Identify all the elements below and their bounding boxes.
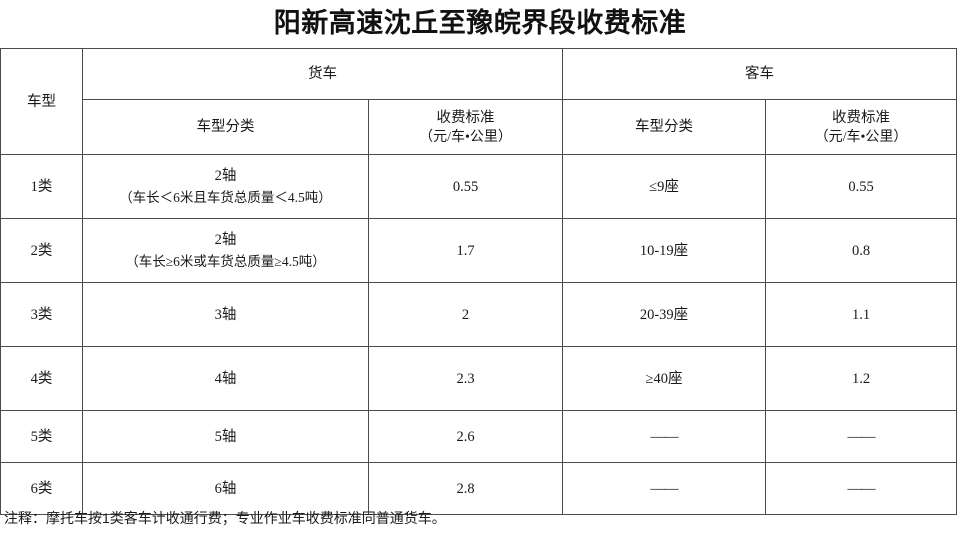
toll-rates-table: 车型 货车 客车 车型分类 收费标准 （元/车•公里） 车型分类 收费标准 （元… [0, 48, 957, 515]
footnote: 注释：摩托车按1类客车计收通行费；专业作业车收费标准同普通货车。 [4, 510, 446, 526]
cell-truck-class-text: 2轴 （车长＜6米且车货总质量＜4.5吨） [87, 166, 364, 208]
header-vehicle-type: 车型 [0, 48, 83, 155]
header-group-bus: 客车 [562, 48, 957, 100]
cell-bus-class: 20-39座 [562, 282, 766, 347]
cell-vehicle-type: 3类 [0, 282, 83, 347]
page-title: 阳新高速沈丘至豫皖界段收费标准 [273, 8, 687, 38]
cell-truck-rate: 2.3 [368, 346, 563, 411]
table-body: 1类 2轴 （车长＜6米且车货总质量＜4.5吨） 0.55 ≤9座 0.55 2… [0, 154, 957, 515]
table-row: 4类 4轴 2.3 ≥40座 1.2 [0, 346, 957, 411]
table-row: 6类 6轴 2.8 —— —— [0, 462, 957, 515]
cell-bus-class: ≥40座 [562, 346, 766, 411]
cell-bus-rate: 1.1 [765, 282, 957, 347]
table-row: 2类 2轴 （车长≥6米或车货总质量≥4.5吨） 1.7 10-19座 0.8 [0, 218, 957, 283]
cell-truck-class-line2: （车长≥6米或车货总质量≥4.5吨） [125, 253, 326, 269]
header-group-truck: 货车 [82, 48, 563, 100]
header-truck-rate: 收费标准 （元/车•公里） [368, 99, 563, 155]
cell-truck-rate: 0.55 [368, 154, 563, 219]
cell-vehicle-type: 4类 [0, 346, 83, 411]
cell-bus-rate: —— [765, 462, 957, 515]
cell-vehicle-type: 1类 [0, 154, 83, 219]
cell-truck-rate: 1.7 [368, 218, 563, 283]
cell-truck-class: 3轴 [82, 282, 369, 347]
cell-truck-class: 2轴 （车长≥6米或车货总质量≥4.5吨） [82, 218, 369, 283]
cell-bus-class: 10-19座 [562, 218, 766, 283]
header-row-subheaders: 车型分类 收费标准 （元/车•公里） 车型分类 收费标准 （元/车•公里） [1, 99, 957, 155]
cell-bus-class: —— [562, 410, 766, 463]
cell-truck-rate: 2 [368, 282, 563, 347]
header-bus-rate-label: 收费标准 [832, 109, 890, 126]
header-truck-rate-label: 收费标准 [436, 109, 495, 126]
cell-truck-class: 5轴 [82, 410, 369, 463]
cell-truck-class-line1: 2轴 [214, 231, 237, 248]
cell-bus-rate: —— [765, 410, 957, 463]
cell-truck-rate: 2.6 [368, 410, 563, 463]
rates-table-container: 车型 货车 客车 车型分类 收费标准 （元/车•公里） 车型分类 收费标准 （元… [0, 48, 957, 515]
cell-truck-class: 4轴 [82, 346, 369, 411]
header-truck-class: 车型分类 [82, 99, 369, 155]
table-row: 1类 2轴 （车长＜6米且车货总质量＜4.5吨） 0.55 ≤9座 0.55 [0, 154, 957, 219]
cell-bus-rate: 1.2 [765, 346, 957, 411]
table-row: 3类 3轴 2 20-39座 1.1 [0, 282, 957, 347]
cell-vehicle-type: 5类 [0, 410, 83, 463]
cell-truck-class-line2: （车长＜6米且车货总质量＜4.5吨） [119, 189, 332, 205]
table-header: 车型 货车 客车 车型分类 收费标准 （元/车•公里） 车型分类 收费标准 （元… [0, 48, 957, 155]
cell-vehicle-type: 2类 [0, 218, 83, 283]
header-bus-rate: 收费标准 （元/车•公里） [765, 99, 957, 155]
cell-bus-class: —— [562, 462, 766, 515]
header-row-groups: 车型 货车 客车 [0, 48, 957, 155]
cell-truck-class-text: 2轴 （车长≥6米或车货总质量≥4.5吨） [87, 230, 364, 272]
header-bus-rate-unit: （元/车•公里） [814, 129, 908, 145]
cell-vehicle-type: 6类 [0, 462, 83, 515]
cell-truck-class-line1: 2轴 [214, 167, 237, 184]
table-row: 5类 5轴 2.6 —— —— [0, 410, 957, 463]
cell-truck-rate: 2.8 [368, 462, 563, 515]
cell-bus-rate: 0.8 [765, 218, 957, 283]
cell-truck-class: 2轴 （车长＜6米且车货总质量＜4.5吨） [82, 154, 369, 219]
cell-bus-class: ≤9座 [562, 154, 766, 219]
cell-bus-rate: 0.55 [765, 154, 957, 219]
header-bus-class: 车型分类 [562, 99, 766, 155]
cell-truck-class: 6轴 [82, 462, 369, 515]
header-truck-rate-unit: （元/车•公里） [419, 129, 512, 145]
